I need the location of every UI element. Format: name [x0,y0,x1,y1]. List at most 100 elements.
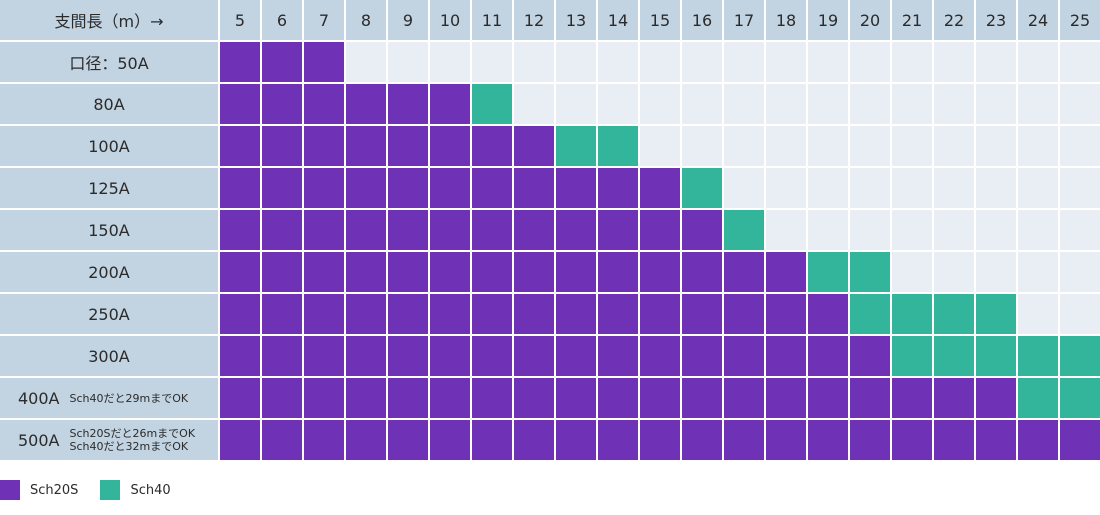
cell-sch20s [430,336,472,378]
row-size-label: 250A [88,304,130,324]
cell-empty [598,42,640,84]
cell-sch40 [1060,378,1100,420]
cell-sch20s [640,252,682,294]
cell-empty [682,126,724,168]
cell-sch20s [430,210,472,252]
row-note: Sch20Sだと26mまでOK Sch40だと32mまでOK [69,427,196,453]
cell-empty [1060,42,1100,84]
header-label: 支間長（m）→ [0,0,220,42]
cell-sch20s [766,420,808,462]
cell-sch20s [346,378,388,420]
row-note: Sch40だと29mまでOK [69,391,189,405]
row-header-3: 125A [0,168,220,210]
cell-sch20s [388,126,430,168]
column-header-11: 11 [472,0,514,42]
cell-empty [724,84,766,126]
row-size-label: 80A [93,94,125,114]
cell-sch20s [304,252,346,294]
cell-sch20s [892,420,934,462]
cell-sch20s [262,252,304,294]
cell-sch20s [598,378,640,420]
cell-empty [808,168,850,210]
row-header-0: 口径：50A [0,42,220,84]
cell-sch20s [766,378,808,420]
cell-sch20s [514,336,556,378]
cell-sch20s [640,420,682,462]
cell-sch20s [514,420,556,462]
row-size-label: 300A [88,346,130,366]
cell-sch20s [934,378,976,420]
cell-sch20s [346,210,388,252]
cell-sch20s [682,420,724,462]
cell-empty [850,210,892,252]
cell-empty [1060,126,1100,168]
cell-empty [808,42,850,84]
cell-sch40 [556,126,598,168]
cell-sch20s [388,210,430,252]
cell-sch20s [346,336,388,378]
cell-empty [766,84,808,126]
cell-empty [934,210,976,252]
cell-empty [1018,126,1060,168]
cell-sch20s [808,294,850,336]
cell-sch20s [220,210,262,252]
cell-empty [1060,168,1100,210]
cell-sch20s [808,336,850,378]
row-header-7: 300A [0,336,220,378]
cell-sch20s [640,210,682,252]
cell-sch40 [976,336,1018,378]
cell-empty [850,42,892,84]
row-size-label: 200A [88,262,130,282]
cell-empty [766,168,808,210]
cell-sch20s [388,84,430,126]
cell-sch20s [346,252,388,294]
cell-empty [892,84,934,126]
cell-sch20s [346,168,388,210]
cell-sch20s [346,126,388,168]
cell-sch20s [724,294,766,336]
row-header-5: 200A [0,252,220,294]
cell-empty [724,126,766,168]
cell-empty [682,84,724,126]
cell-sch20s [724,252,766,294]
cell-sch40 [472,84,514,126]
cell-sch20s [850,420,892,462]
cell-empty [892,168,934,210]
legend-swatch-sch20s [0,480,20,500]
cell-sch20s [304,126,346,168]
row-size-label: 150A [88,220,130,240]
column-header-7: 7 [304,0,346,42]
cell-sch20s [220,126,262,168]
cell-empty [640,84,682,126]
legend-label-sch20s: Sch20S [30,482,79,498]
cell-sch40 [1018,378,1060,420]
column-header-19: 19 [808,0,850,42]
cell-sch40 [682,168,724,210]
cell-empty [724,168,766,210]
cell-empty [766,42,808,84]
cell-sch20s [556,210,598,252]
cell-sch20s [388,252,430,294]
cell-empty [1018,294,1060,336]
cell-sch40 [892,294,934,336]
cell-sch20s [220,420,262,462]
cell-empty [976,84,1018,126]
legend-swatch-sch40 [100,480,121,500]
cell-empty [976,210,1018,252]
cell-sch20s [850,378,892,420]
cell-sch20s [682,378,724,420]
cell-sch20s [598,420,640,462]
column-header-14: 14 [598,0,640,42]
cell-sch40 [892,336,934,378]
cell-sch20s [388,336,430,378]
column-header-21: 21 [892,0,934,42]
cell-sch20s [346,294,388,336]
column-header-10: 10 [430,0,472,42]
cell-empty [850,168,892,210]
cell-sch20s [472,294,514,336]
cell-sch20s [976,420,1018,462]
cell-sch20s [220,84,262,126]
cell-empty [766,210,808,252]
cell-sch20s [262,336,304,378]
cell-sch40 [1060,336,1100,378]
